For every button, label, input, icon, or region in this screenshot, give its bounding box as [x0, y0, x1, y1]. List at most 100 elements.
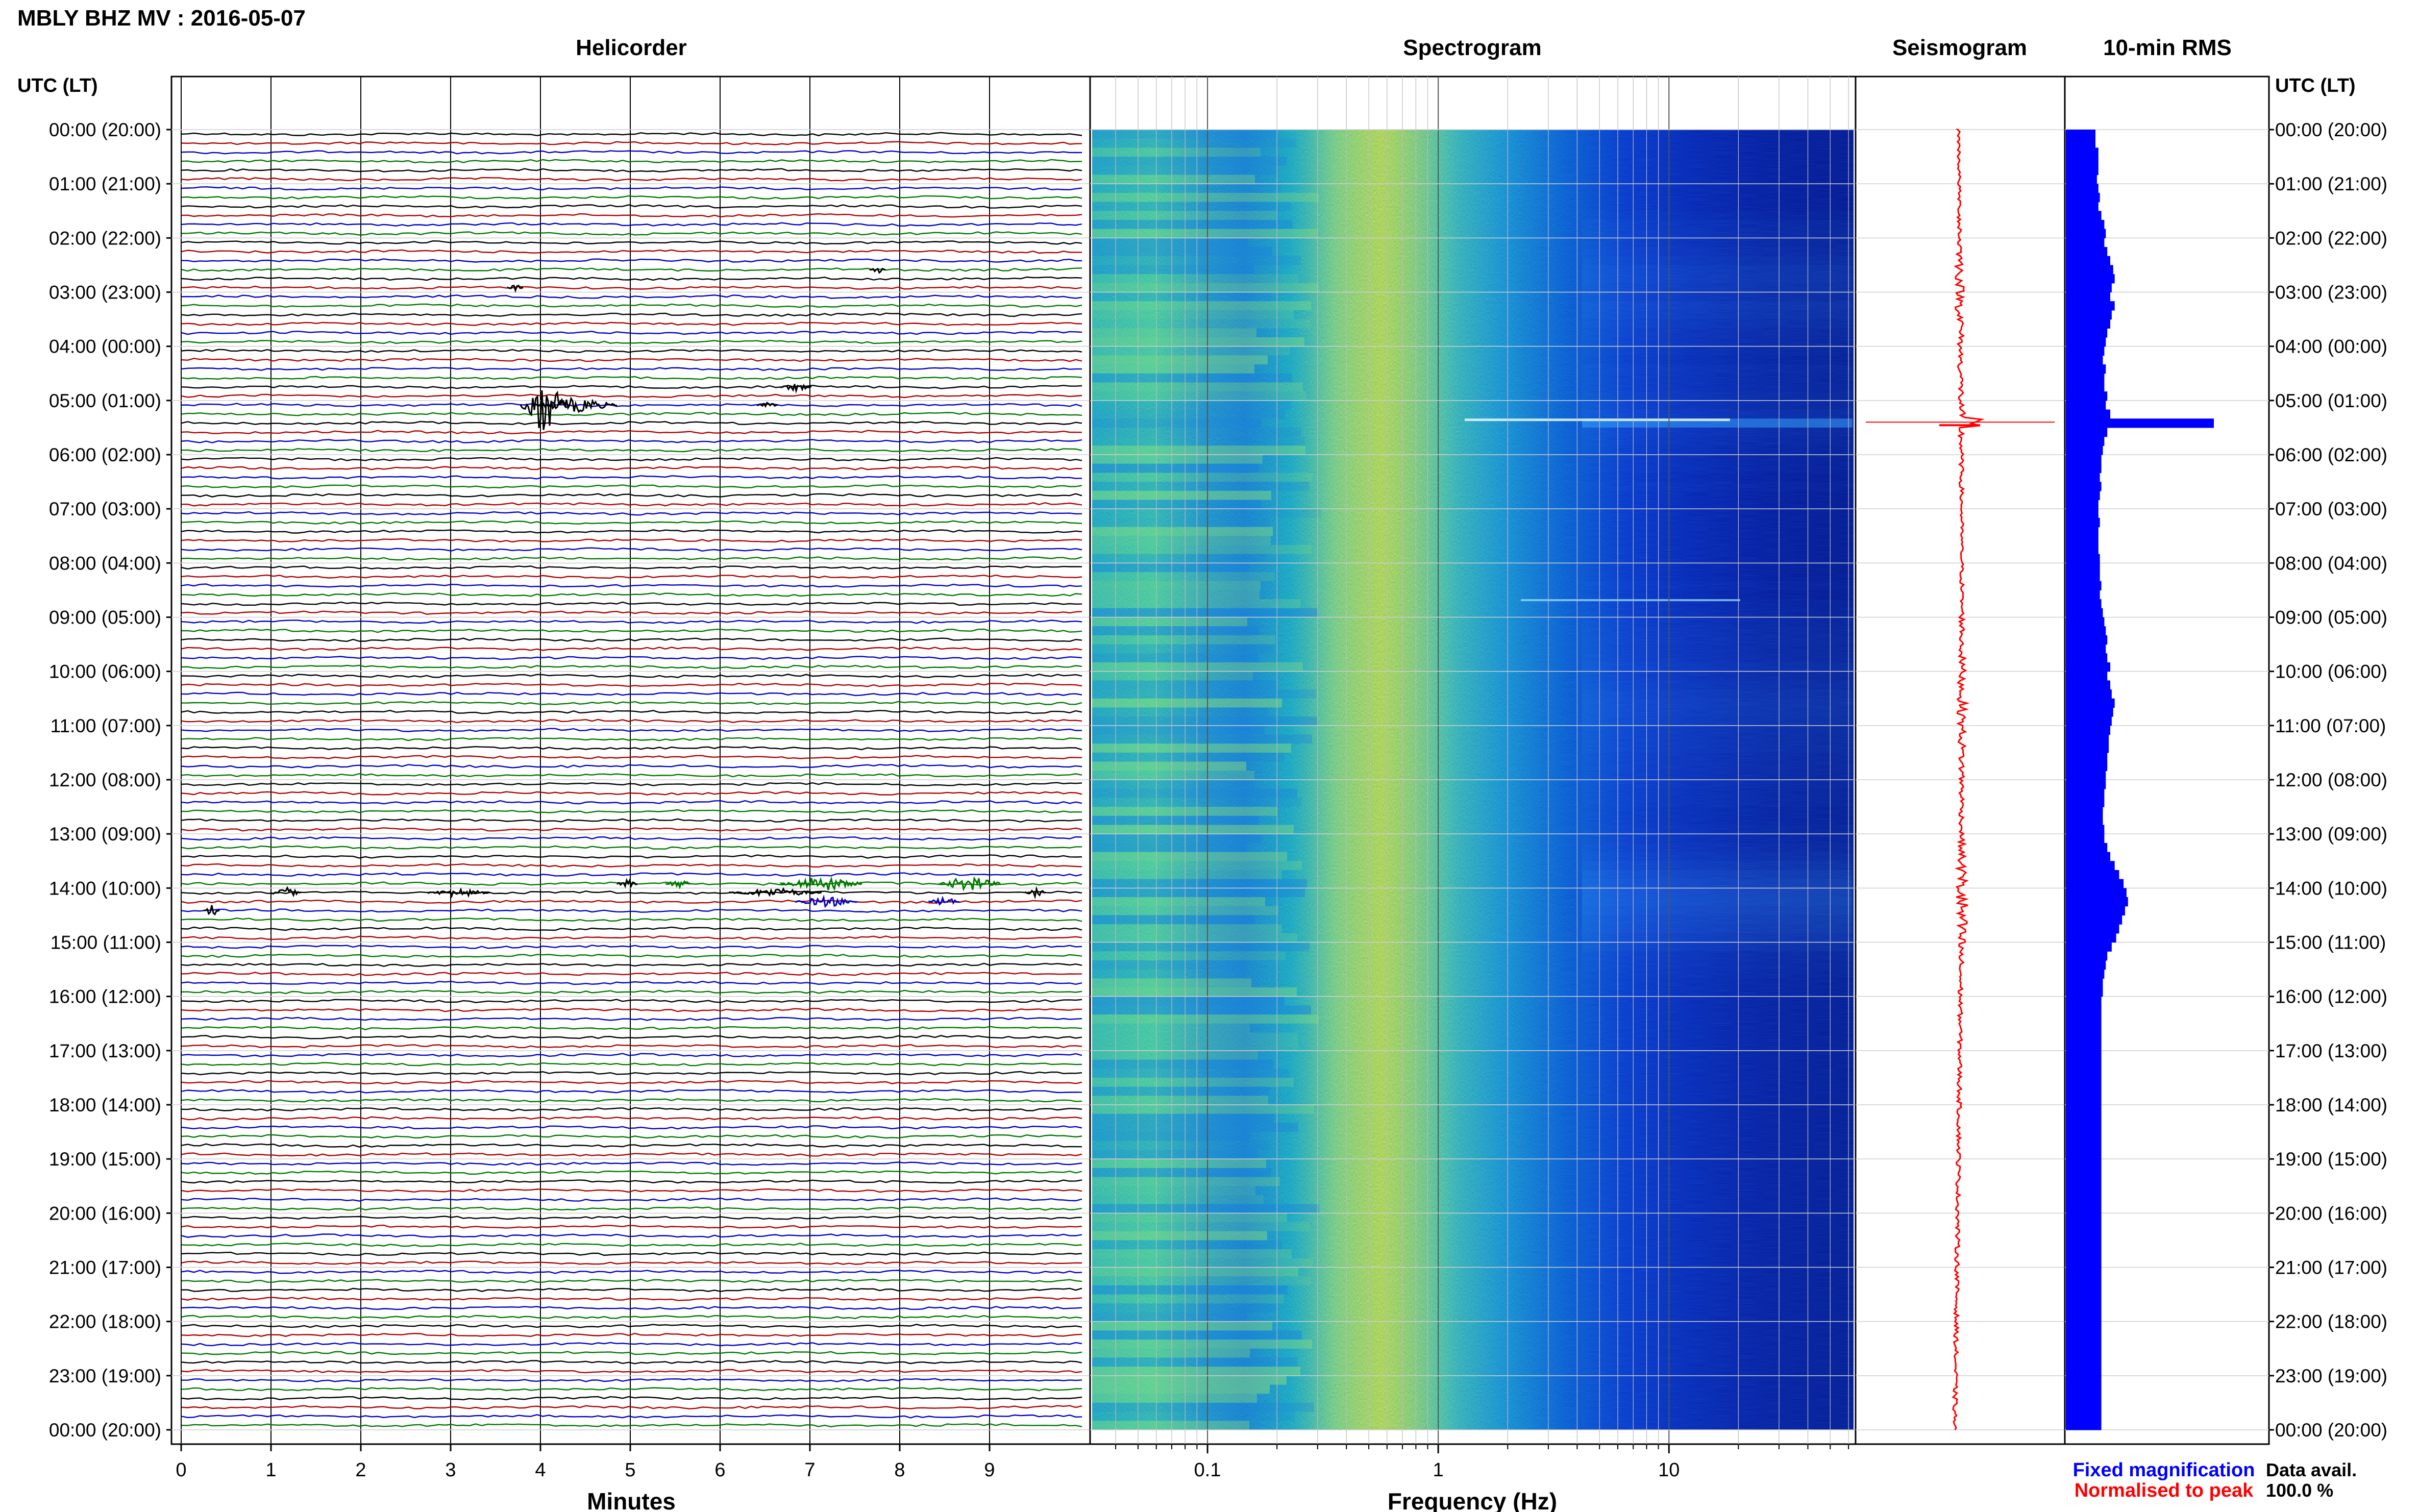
- rms-bar: [2066, 752, 2108, 762]
- time-label-right: 08:00 (04:00): [2275, 553, 2387, 574]
- spectrogram-row: [1582, 761, 1853, 771]
- spectrogram-row: [1092, 1086, 1269, 1096]
- spectrogram-row: [1582, 1421, 1853, 1430]
- helicorder-trace: [181, 1170, 1082, 1175]
- time-label-left: 14:00 (10:00): [49, 878, 161, 899]
- rms-bar: [2066, 1375, 2102, 1385]
- time-label-right: 06:00 (02:00): [2275, 444, 2387, 465]
- helicorder-event: [795, 894, 858, 908]
- time-label-right: 23:00 (19:00): [2275, 1366, 2387, 1386]
- rms-bar: [2066, 572, 2100, 582]
- rms-bar: [2066, 554, 2100, 563]
- spectrogram-row: [1092, 590, 1260, 600]
- rms-panel: [2064, 76, 2270, 1445]
- helicorder-trace: [181, 1260, 1082, 1265]
- spectrogram-row: [1582, 265, 1853, 275]
- rms-bar: [2066, 283, 2112, 293]
- helicorder-trace: [181, 682, 1082, 687]
- helicorder-trace: [181, 1414, 1082, 1419]
- spectrogram-row: [1092, 1394, 1257, 1403]
- helicorder-trace: [181, 592, 1082, 597]
- spectrogram-row: [1092, 175, 1255, 184]
- helicorder-trace: [181, 267, 1082, 272]
- rms-bar: [2066, 544, 2099, 555]
- spectrogram-row: [1092, 879, 1307, 888]
- spectrogram-row: [1092, 319, 1310, 329]
- spectrogram-row: [1582, 364, 1853, 374]
- spectrogram-row: [1582, 1268, 1853, 1277]
- spectrogram-row: [1582, 482, 1853, 491]
- spectrogram-row: [1092, 1141, 1270, 1150]
- spectrogram-grid: [1090, 77, 1856, 1444]
- spectrogram-event-line: [1465, 418, 1730, 422]
- helicorder-trace: [181, 746, 1082, 751]
- rms-bar: [2066, 707, 2113, 717]
- helicorder-trace: [181, 556, 1082, 561]
- time-label-left: 05:00 (01:00): [49, 390, 161, 411]
- spectrogram-row: [1582, 1204, 1853, 1213]
- spectrogram-row: [1582, 626, 1853, 635]
- spectrogram-row: [1092, 1059, 1273, 1069]
- rms-bar: [2066, 581, 2102, 590]
- spectrogram-row: [1092, 283, 1319, 292]
- spectrogram-row: [1092, 1005, 1311, 1015]
- rms-bar: [2066, 1231, 2102, 1241]
- spectrogram-row: [1092, 1042, 1298, 1051]
- helicorder-trace: [181, 1206, 1082, 1211]
- spectrogram-row: [1092, 554, 1265, 563]
- helicorder-trace: [181, 1233, 1082, 1238]
- rms-bar: [2066, 1294, 2102, 1304]
- time-label-right: 01:00 (21:00): [2275, 173, 2387, 194]
- helicorder-trace: [181, 791, 1082, 796]
- helicorder-trace: [181, 276, 1082, 281]
- helicorder-event: [203, 905, 220, 916]
- spectrogram-row: [1582, 815, 1853, 825]
- time-label-left: 00:00 (20:00): [49, 1420, 161, 1441]
- spectrogram-row: [1582, 1123, 1853, 1132]
- spectrogram-row: [1582, 1177, 1853, 1186]
- rms-bar: [2066, 680, 2110, 690]
- spectrogram-row: [1582, 951, 1853, 960]
- rms-bar: [2066, 247, 2108, 257]
- spectrogram-row: [1092, 1032, 1298, 1042]
- spectrogram-row: [1582, 283, 1853, 292]
- helicorder-trace: [181, 384, 1082, 389]
- rms-bar: [2066, 373, 2105, 383]
- rms-bar: [2066, 825, 2105, 834]
- time-label-right: 00:00 (20:00): [2275, 1420, 2387, 1441]
- spectrogram-row: [1582, 1132, 1853, 1141]
- helicorder-event: [507, 284, 524, 293]
- spectrogram-row: [1582, 1349, 1853, 1358]
- helicorder-trace: [181, 177, 1082, 182]
- spectrogram-row: [1092, 1132, 1250, 1141]
- spectrogram-row: [1092, 1050, 1258, 1060]
- spectrogram-row: [1582, 1159, 1853, 1168]
- spectrogram-row: [1092, 680, 1276, 690]
- spectrogram-row: [1092, 608, 1318, 617]
- helicorder-trace: [181, 1251, 1082, 1256]
- spectrogram-row: [1582, 1222, 1853, 1231]
- rms-bar: [2066, 771, 2106, 780]
- spectrogram-row: [1092, 1303, 1277, 1312]
- spectrogram-row: [1582, 464, 1853, 473]
- minute-tick-label: 2: [355, 1459, 366, 1481]
- time-label-right: 22:00 (18:00): [2275, 1311, 2387, 1332]
- spectrogram-row: [1092, 1023, 1250, 1033]
- helicorder-trace: [181, 1324, 1082, 1328]
- time-label-left: 19:00 (15:00): [49, 1149, 161, 1170]
- rms-bar: [2066, 256, 2110, 265]
- helicorder-trace: [181, 637, 1082, 642]
- spectrogram-row: [1582, 879, 1853, 888]
- helicorder-trace: [181, 647, 1082, 651]
- rms-bar: [2066, 1204, 2102, 1213]
- spectrogram-row: [1092, 211, 1276, 220]
- helicorder-trace: [181, 349, 1082, 353]
- spectrogram-row: [1582, 581, 1853, 590]
- spectrogram-row: [1092, 743, 1291, 753]
- spectrogram-row: [1092, 1367, 1300, 1376]
- spectrogram-row: [1582, 716, 1853, 726]
- spectrogram-row: [1092, 1077, 1294, 1087]
- rms-bar: [2066, 391, 2108, 401]
- minute-tick-label: 4: [535, 1459, 546, 1481]
- rms-bar: [2066, 870, 2119, 880]
